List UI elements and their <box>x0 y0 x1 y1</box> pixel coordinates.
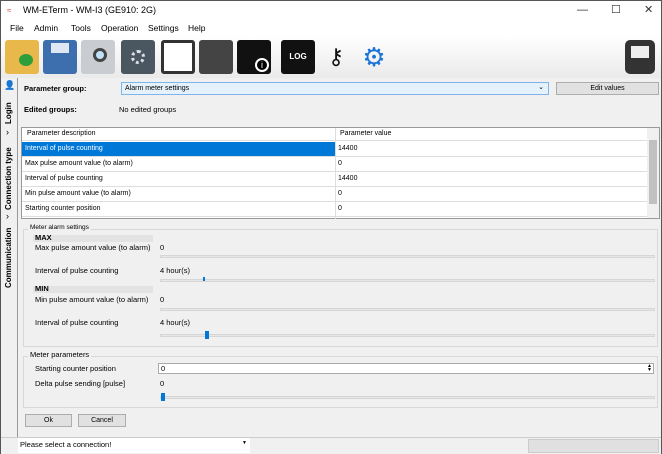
table-row[interactable]: Starting counter position 0 <box>22 202 647 217</box>
search-device-icon[interactable] <box>81 40 115 74</box>
parameter-group-value: Alarm meter settings <box>125 85 190 92</box>
menu-file[interactable]: File <box>10 23 24 33</box>
meter-icon[interactable] <box>625 40 655 74</box>
meter-alarm-settings-group <box>23 229 658 347</box>
progress-bar <box>528 439 659 453</box>
parameter-group-select[interactable]: Alarm meter settings ⌄ <box>121 82 549 95</box>
cell-description: Max pulse amount value (to alarm) <box>25 160 133 167</box>
document-info-icon[interactable]: i <box>237 40 271 74</box>
delta-pulse-label: Delta pulse sending [pulse] <box>35 379 126 388</box>
menu-settings[interactable]: Settings <box>148 23 179 33</box>
grid-header: Parameter description Parameter value <box>22 128 647 141</box>
starting-counter-value: 0 <box>161 364 166 373</box>
min-title: MIN <box>35 284 49 293</box>
cell-value[interactable]: 14400 <box>338 145 358 152</box>
tab-connection-type[interactable]: Connection type <box>4 147 13 210</box>
cell-description: Starting counter position <box>25 205 101 212</box>
chevron-down-icon: ⌄ <box>538 84 544 91</box>
dropdown-arrow-icon: ▼ <box>242 440 247 446</box>
menu-operation[interactable]: Operation <box>101 23 139 33</box>
parameter-group-label: Parameter group: <box>24 84 87 93</box>
table-row[interactable]: Interval of pulse counting 14400 <box>22 142 647 157</box>
cell-description: Interval of pulse counting <box>25 175 103 182</box>
max-interval-label: Interval of pulse counting <box>35 266 119 275</box>
meter-parameters-title: Meter parameters <box>28 350 92 360</box>
max-title: MAX <box>35 233 52 242</box>
parameter-grid: Parameter description Parameter value In… <box>21 127 660 219</box>
max-pulse-label: Max pulse amount value (to alarm) <box>35 243 151 252</box>
minimize-button[interactable]: — <box>577 4 588 16</box>
document-search-icon[interactable] <box>161 40 195 74</box>
side-tabs: 👤 Login › Connection type › Communicatio… <box>1 78 18 437</box>
window-title: WM-ETerm - WM-I3 (GE910: 2G) <box>23 5 157 15</box>
meter-parameters-group <box>23 356 658 408</box>
log-icon[interactable]: LOG <box>281 40 315 74</box>
menu-bar: File Admin Tools Operation Settings Help <box>1 21 661 36</box>
title-bar: ≈ WM-ETerm - WM-I3 (GE910: 2G) — ☐ ✕ <box>1 1 661 21</box>
key-icon[interactable]: ⚷ <box>327 44 345 69</box>
table-row[interactable]: Interval of pulse counting 14400 <box>22 172 647 187</box>
max-pulse-value: 0 <box>160 243 165 252</box>
min-pulse-label: Min pulse amount value (to alarm) <box>35 295 149 304</box>
edit-document-icon[interactable] <box>199 40 233 74</box>
chevron-right-icon: › <box>6 211 9 221</box>
starting-counter-label: Starting counter position <box>35 364 116 373</box>
settings-book-icon[interactable] <box>121 40 155 74</box>
min-pulse-slider[interactable] <box>160 308 655 311</box>
meter-alarm-settings-title: Meter alarm settings <box>28 224 91 232</box>
column-header-description[interactable]: Parameter description <box>27 130 96 137</box>
app-icon: ≈ <box>7 6 12 15</box>
edited-groups-label: Edited groups: <box>24 105 77 114</box>
cell-description: Interval of pulse counting <box>25 145 103 152</box>
min-pulse-value: 0 <box>160 295 165 304</box>
save-icon[interactable] <box>43 40 77 74</box>
connection-status-text: Please select a connection! <box>20 440 112 449</box>
spinner-icon[interactable]: ▲ ▼ <box>647 363 652 373</box>
cell-value[interactable]: 0 <box>338 190 342 197</box>
edited-groups-value: No edited groups <box>119 105 177 114</box>
close-button[interactable]: ✕ <box>644 4 654 16</box>
connection-select[interactable]: Please select a connection! ▼ <box>18 438 250 453</box>
starting-counter-input[interactable]: 0 ▲ ▼ <box>158 363 654 374</box>
cell-value[interactable]: 0 <box>338 205 342 212</box>
table-row[interactable]: Min pulse amount value (to alarm) 0 <box>22 187 647 202</box>
max-interval-slider[interactable] <box>160 277 655 282</box>
chevron-right-icon: › <box>6 127 9 137</box>
user-icon: 👤 <box>4 80 16 90</box>
grid-scrollbar[interactable] <box>647 128 659 218</box>
toolbar: i LOG ⚷ ⚙ <box>1 36 661 78</box>
status-bar: Please select a connection! ▼ <box>1 437 661 454</box>
column-header-value[interactable]: Parameter value <box>340 130 392 137</box>
maximize-button[interactable]: ☐ <box>611 4 621 16</box>
edit-values-button[interactable]: Edit values <box>556 82 659 95</box>
min-interval-slider[interactable] <box>160 331 655 339</box>
min-interval-value: 4 hour(s) <box>160 318 191 327</box>
gears-icon[interactable]: ⚙ <box>362 42 386 72</box>
tab-communication[interactable]: Communication <box>4 227 13 288</box>
cancel-button[interactable]: Cancel <box>78 414 126 427</box>
menu-help[interactable]: Help <box>188 23 206 33</box>
open-folder-icon[interactable] <box>5 40 39 74</box>
min-interval-label: Interval of pulse counting <box>35 318 119 327</box>
table-row[interactable]: Max pulse amount value (to alarm) 0 <box>22 157 647 172</box>
cell-value[interactable]: 14400 <box>338 175 358 182</box>
max-interval-value: 4 hour(s) <box>160 266 191 275</box>
delta-pulse-value: 0 <box>160 379 165 388</box>
cell-value[interactable]: 0 <box>338 160 342 167</box>
menu-tools[interactable]: Tools <box>71 23 91 33</box>
cell-description: Min pulse amount value (to alarm) <box>25 190 131 197</box>
ok-button[interactable]: Ok <box>25 414 72 427</box>
delta-pulse-slider[interactable] <box>160 393 655 401</box>
max-pulse-slider[interactable] <box>160 255 655 258</box>
tab-login[interactable]: Login <box>4 102 13 124</box>
menu-admin[interactable]: Admin <box>34 23 59 33</box>
